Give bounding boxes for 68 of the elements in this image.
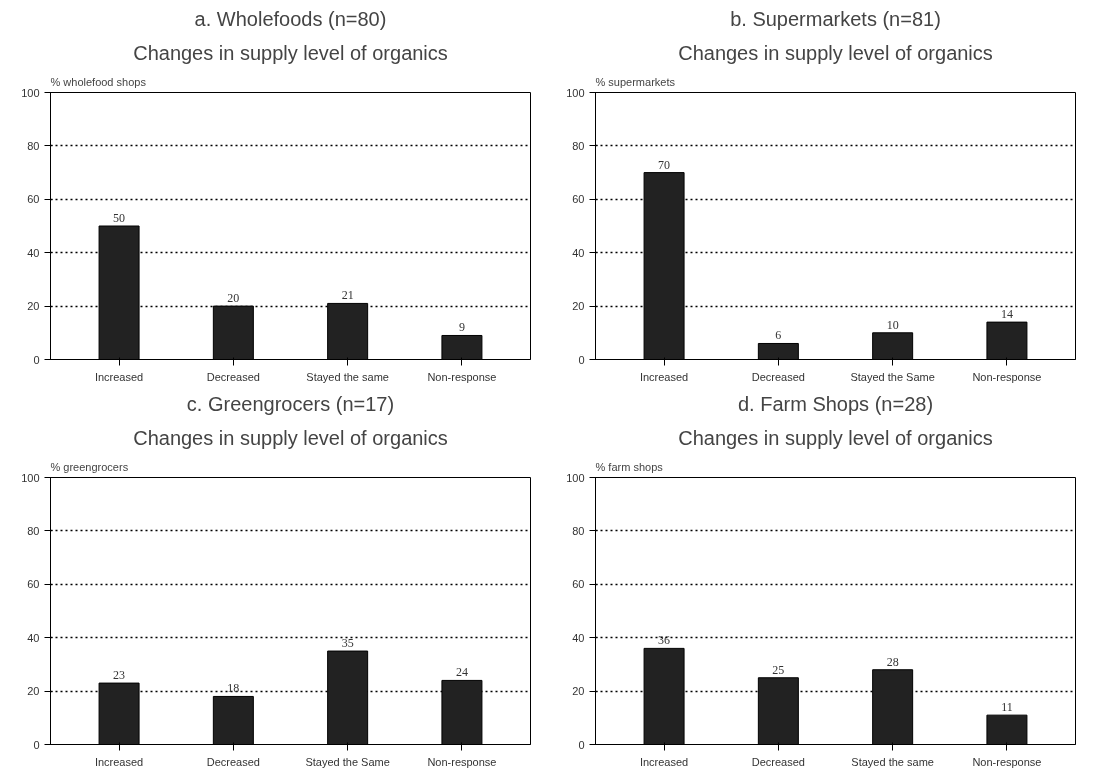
data-label: 11 xyxy=(1001,700,1013,715)
y-tick-label: 60 xyxy=(27,578,40,591)
x-tick-label: Increased xyxy=(94,370,144,383)
chart-title: d. Farm Shops (n=28) xyxy=(737,392,934,415)
x-tick-label: Increased xyxy=(639,755,689,768)
y-tick-label: 100 xyxy=(566,86,585,99)
y-axis-title: % supermarkets xyxy=(595,75,676,88)
y-tick-label: 20 xyxy=(572,300,585,313)
chart-subtitle: Changes in supply level of organics xyxy=(678,41,993,64)
x-tick-label: Decreased xyxy=(206,370,260,383)
x-tick-label: Stayed the same xyxy=(851,755,934,768)
data-label: 35 xyxy=(341,636,354,651)
data-label: 28 xyxy=(886,654,899,669)
x-tick-label: Decreased xyxy=(751,370,805,383)
y-axis-title: % farm shops xyxy=(595,460,664,473)
x-tick-label: Non-response xyxy=(427,370,497,383)
x-tick-label: Increased xyxy=(94,755,144,768)
x-tick-label: Increased xyxy=(639,370,689,383)
data-label: 6 xyxy=(775,328,782,343)
y-tick-label: 40 xyxy=(572,246,585,259)
x-tick-label: Non-response xyxy=(972,755,1042,768)
x-tick-label: Decreased xyxy=(206,755,260,768)
data-label: 18 xyxy=(227,681,240,696)
y-axis-title: % wholefood shops xyxy=(50,75,147,88)
x-tick-label: Stayed the same xyxy=(306,370,389,383)
x-tick-label: Stayed the Same xyxy=(850,370,935,383)
chart-subtitle: Changes in supply level of organics xyxy=(678,426,993,449)
y-tick-label: 100 xyxy=(566,471,585,484)
data-label: 20 xyxy=(227,291,240,306)
y-tick-label: 0 xyxy=(33,738,40,751)
y-tick-label: 80 xyxy=(572,524,585,537)
data-label: 23 xyxy=(113,668,126,683)
y-tick-label: 80 xyxy=(27,524,40,537)
y-axis-title: % greengrocers xyxy=(50,460,129,473)
data-label: 70 xyxy=(658,157,671,172)
x-tick-label: Decreased xyxy=(751,755,805,768)
y-tick-label: 0 xyxy=(33,353,40,366)
y-tick-label: 60 xyxy=(572,578,585,591)
data-label: 9 xyxy=(458,320,465,335)
y-tick-label: 20 xyxy=(572,685,585,698)
y-tick-label: 100 xyxy=(21,471,40,484)
y-tick-label: 60 xyxy=(27,193,40,206)
y-tick-label: 20 xyxy=(27,300,40,313)
x-tick-label: Non-response xyxy=(972,370,1042,383)
y-tick-label: 0 xyxy=(578,738,585,751)
y-tick-label: 80 xyxy=(572,139,585,152)
x-tick-label: Non-response xyxy=(427,755,497,768)
y-tick-label: 40 xyxy=(27,631,40,644)
y-tick-label: 40 xyxy=(572,631,585,644)
y-tick-label: 0 xyxy=(578,353,585,366)
data-label: 10 xyxy=(886,317,899,332)
y-tick-label: 100 xyxy=(21,86,40,99)
data-label: 21 xyxy=(341,288,354,303)
chart-title: c. Greengrocers (n=17) xyxy=(186,392,395,415)
data-label: 25 xyxy=(772,662,785,677)
y-tick-label: 20 xyxy=(27,685,40,698)
y-tick-label: 60 xyxy=(572,193,585,206)
data-label: 24 xyxy=(455,665,468,680)
chart-title: b. Supermarkets (n=81) xyxy=(730,7,941,30)
chart-subtitle: Changes in supply level of organics xyxy=(133,41,448,64)
y-tick-label: 80 xyxy=(27,139,40,152)
chart-subtitle: Changes in supply level of organics xyxy=(133,426,448,449)
data-label: 36 xyxy=(658,633,671,648)
data-label: 50 xyxy=(113,211,126,225)
chart-title: a. Wholefoods (n=80) xyxy=(194,7,387,30)
y-tick-label: 40 xyxy=(27,246,40,259)
data-label: 14 xyxy=(1000,307,1013,322)
x-tick-label: Stayed the Same xyxy=(305,755,390,768)
